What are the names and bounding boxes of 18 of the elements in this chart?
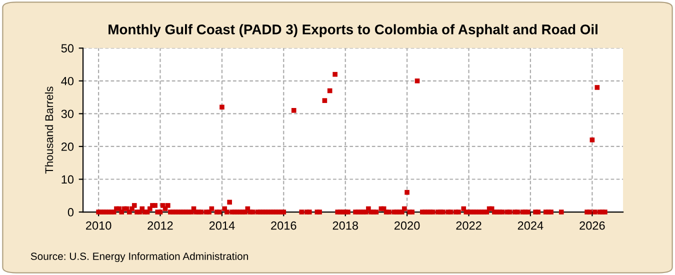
y-tick-label: 20 bbox=[61, 142, 74, 151]
y-tick-label: 40 bbox=[61, 76, 74, 86]
chart-title: Monthly Gulf Coast (PADD 3) Exports to Colombia of Asphalt and Road Oil bbox=[108, 24, 598, 38]
x-tick-label: 2018 bbox=[332, 221, 358, 230]
x-tick-label: 2012 bbox=[148, 221, 173, 230]
source-note: Source: U.S. Energy Information Administration bbox=[30, 252, 248, 262]
x-tick-label: 2024 bbox=[518, 221, 544, 230]
y-tick-label: 50 bbox=[61, 44, 74, 53]
y-tick-label: 30 bbox=[61, 110, 74, 118]
x-tick-label: 2022 bbox=[456, 221, 482, 230]
x-tick-label: 2026 bbox=[580, 221, 605, 230]
y-tick-label: 0 bbox=[68, 208, 74, 216]
y-tick-label: 10 bbox=[62, 175, 74, 184]
x-tick-label: 2010 bbox=[86, 221, 112, 230]
x-tick-label: 2020 bbox=[394, 221, 420, 230]
y-axis-title: Thousand Barrels bbox=[44, 86, 54, 174]
x-tick-label: 2016 bbox=[271, 221, 296, 230]
x-tick-label: 2014 bbox=[209, 221, 235, 230]
